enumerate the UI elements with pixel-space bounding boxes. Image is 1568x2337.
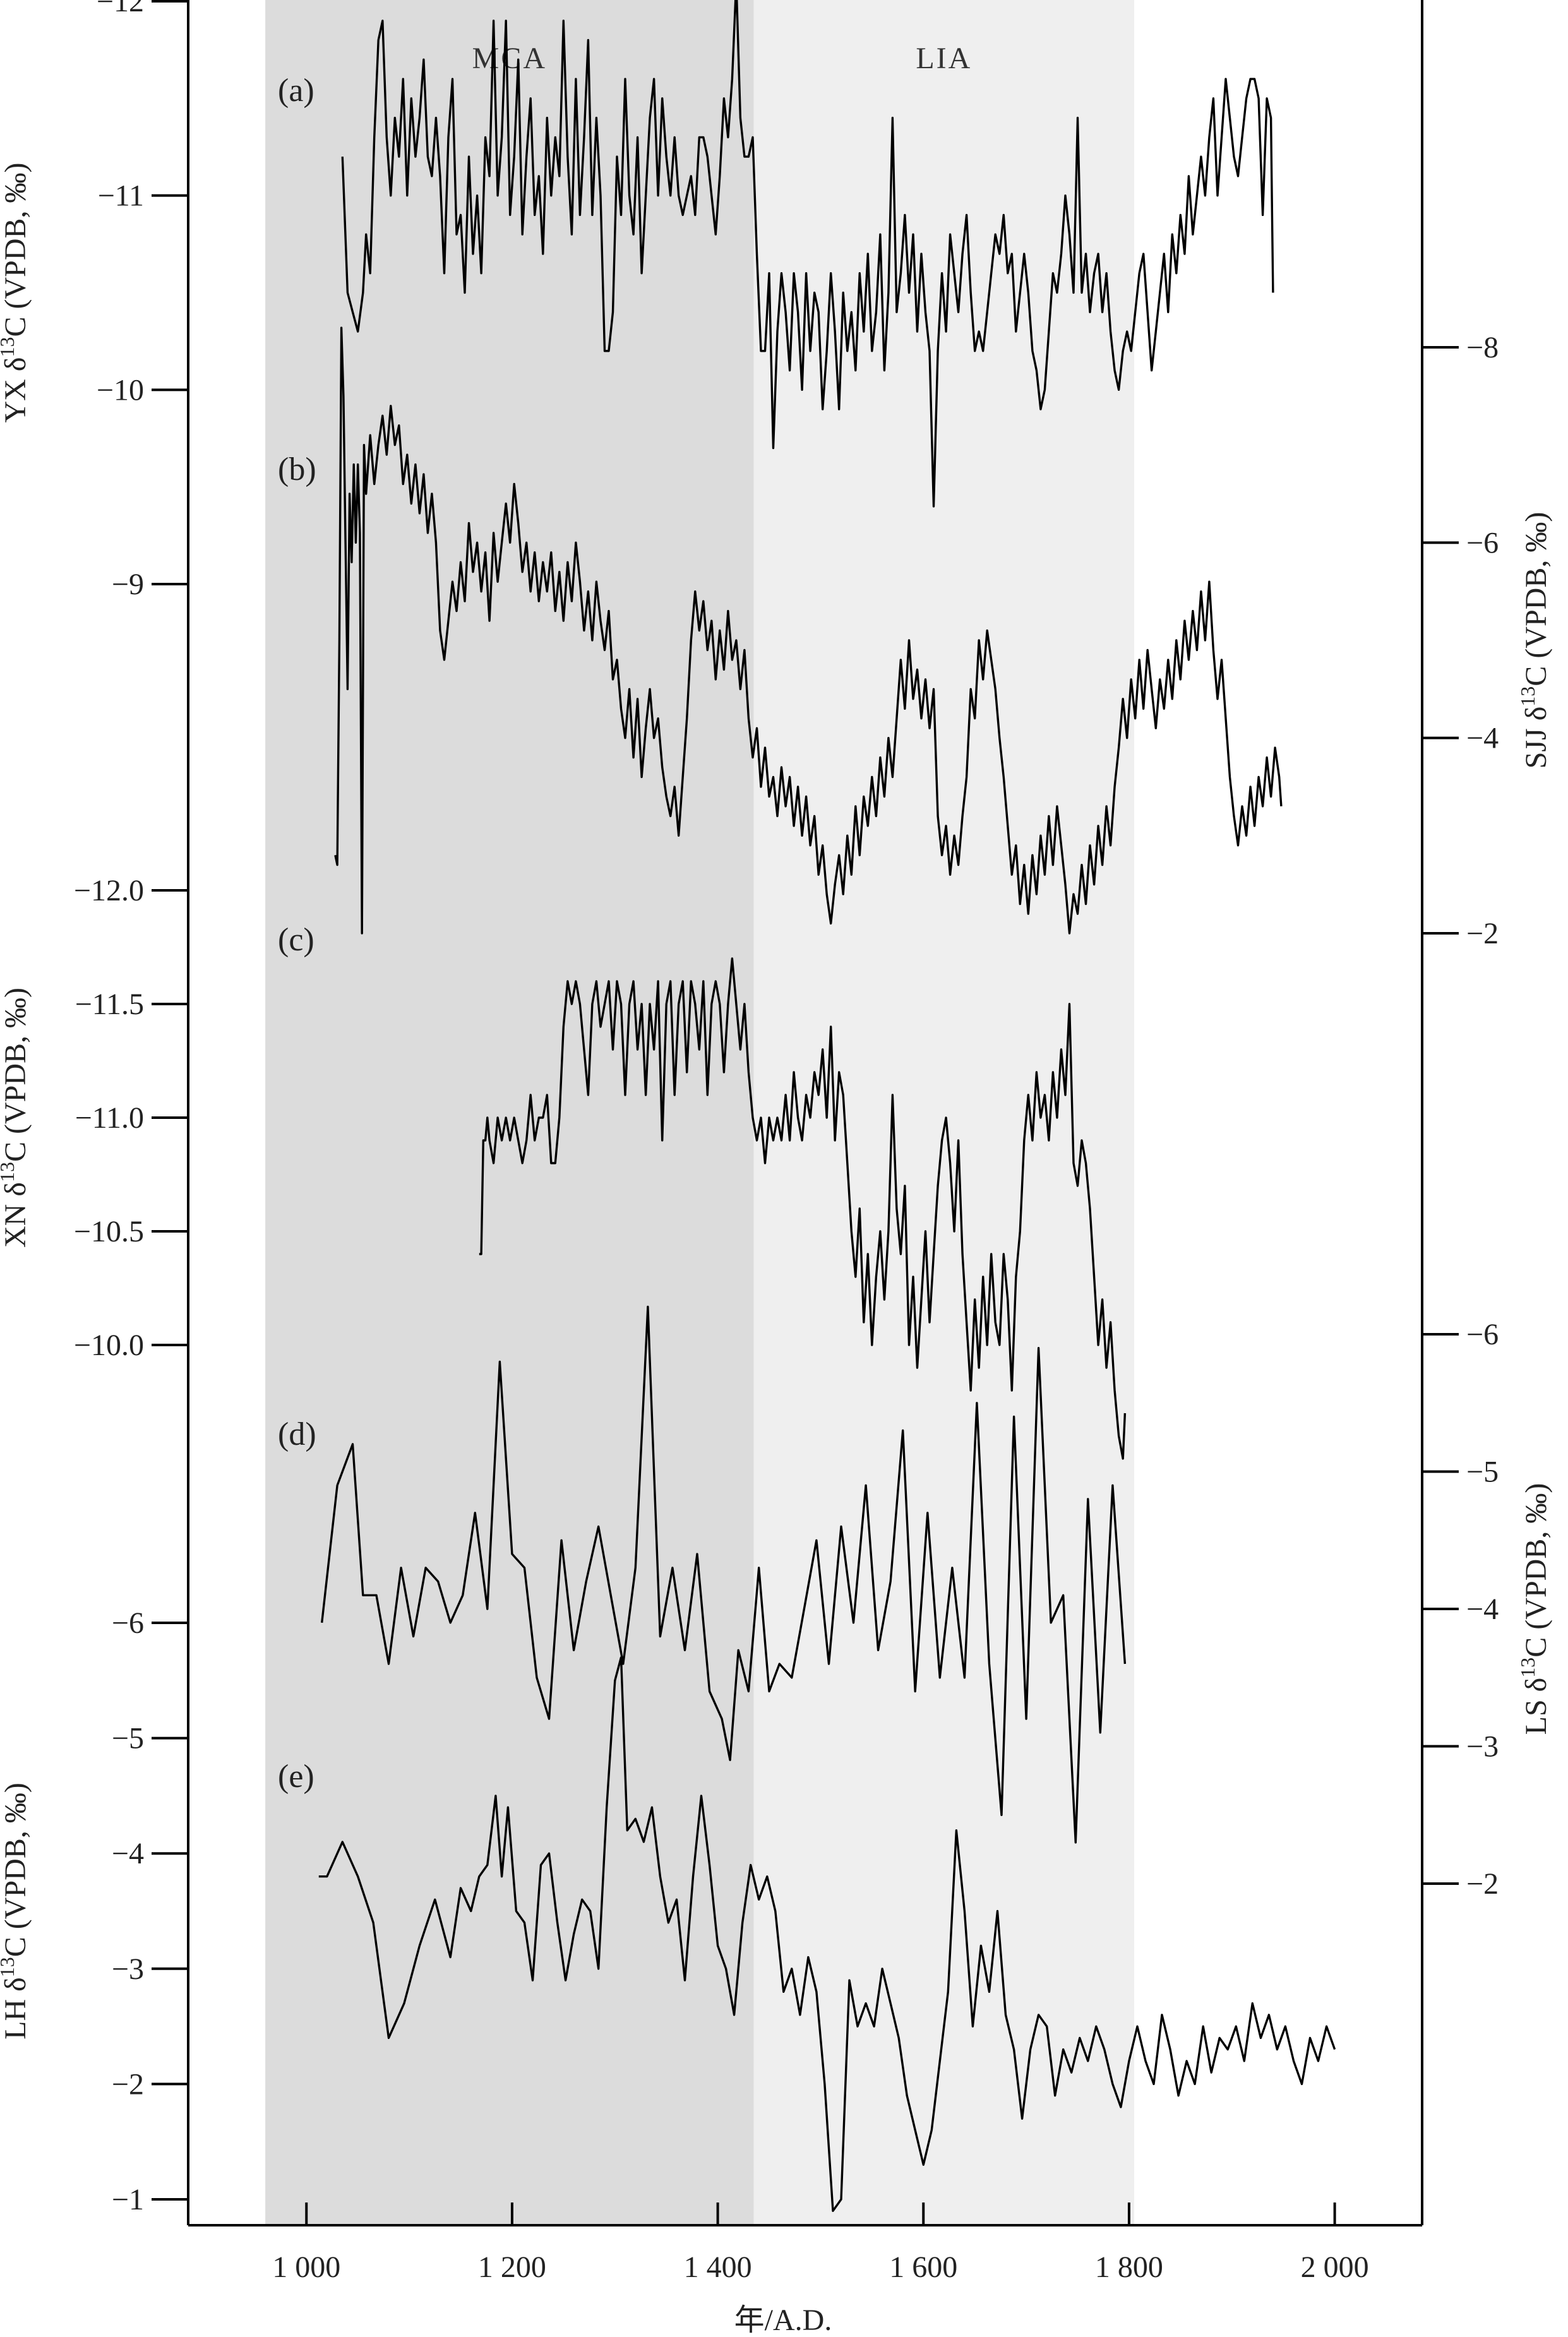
x-tick-label-1600: 1 600 [889,2250,957,2284]
series-line-b [334,326,1283,935]
x-axis: 1 000 1 200 1 400 1 600 1 800 2 000 [272,2203,1369,2284]
x-tick-label-1000: 1 000 [272,2250,340,2284]
y-tick-label-c-4: −10.0 [74,1329,144,1362]
y-tick-label-e-1: −5 [112,1722,144,1755]
y-axis-title-a: YX δ13C (VPDB, ‰) [0,163,32,423]
y-tick-label-e-2: −4 [112,1837,144,1870]
y-tick-label-e-3: −3 [112,1952,144,1986]
y-tick-label-a-0: −12 [97,0,144,18]
period-label-lia: LIA [916,42,972,75]
series-line-e [318,1656,1336,2212]
y-tick-label-e-0: −6 [112,1606,144,1640]
y-axis-title-e: LH δ13C (VPDB, ‰) [0,1783,32,2040]
period-labels: MCA LIA [472,42,972,75]
y-axis-title-c: XN δ13C (VPDB, ‰) [0,988,32,1248]
period-label-mca: MCA [472,42,547,75]
y-tick-label-c-3: −10.5 [74,1215,144,1248]
y-tick-label-b-0: −8 [1466,331,1499,364]
y-axes: −12 −11 −10 −9 YX δ13C (VPDB, ‰) −8 −6 −4 −2 SJJ … [0,0,1553,2216]
panel-label-d: (d) [278,1416,316,1452]
period-band-lia [753,0,1135,2225]
y-tick-label-a-3: −9 [112,568,144,601]
y-tick-label-d-0: −6 [1466,1318,1499,1351]
panel-label-a: (a) [278,73,314,109]
x-tick-label-1400: 1 400 [684,2250,752,2284]
y-tick-label-d-3: −3 [1466,1730,1499,1764]
y-axis-title-b: SJJ δ13C (VPDB, ‰) [1516,512,1553,769]
y-tick-label-c-2: −11.0 [75,1101,144,1135]
panel-label-b: (b) [278,451,316,487]
panel-label-c: (c) [278,922,314,958]
period-band-mca [265,0,754,2225]
x-tick-label-1200: 1 200 [478,2250,546,2284]
series-lines [318,0,1336,2212]
y-tick-label-d-1: −5 [1466,1455,1499,1489]
y-tick-label-c-0: −12.0 [74,874,144,907]
x-tick-label-2000: 2 000 [1301,2250,1369,2284]
y-tick-label-a-2: −10 [97,373,144,407]
x-tick-label-1800: 1 800 [1095,2250,1163,2284]
y-tick-label-b-1: −6 [1466,526,1499,559]
series-line-a [341,0,1274,508]
x-axis-title: 年/A.D. [734,2304,832,2337]
y-tick-label-d-4: −2 [1466,1867,1499,1901]
y-axis-title-d: LS δ13C (VPDB, ‰) [1516,1483,1553,1735]
y-tick-label-b-3: −2 [1466,917,1499,950]
y-tick-label-d-2: −4 [1466,1593,1499,1626]
y-tick-label-e-5: −1 [112,2183,144,2216]
y-tick-label-e-4: −2 [112,2067,144,2101]
y-tick-label-a-1: −11 [98,179,144,213]
panel-labels: (a) (b) (c) (d) (e) [278,73,316,1795]
y-tick-label-c-1: −11.5 [75,988,144,1021]
y-tick-label-b-2: −4 [1466,722,1499,755]
series-line-d [321,1305,1127,1844]
panel-label-e: (e) [278,1759,314,1795]
period-bands [265,0,1135,2225]
series-line-c [479,957,1127,1460]
